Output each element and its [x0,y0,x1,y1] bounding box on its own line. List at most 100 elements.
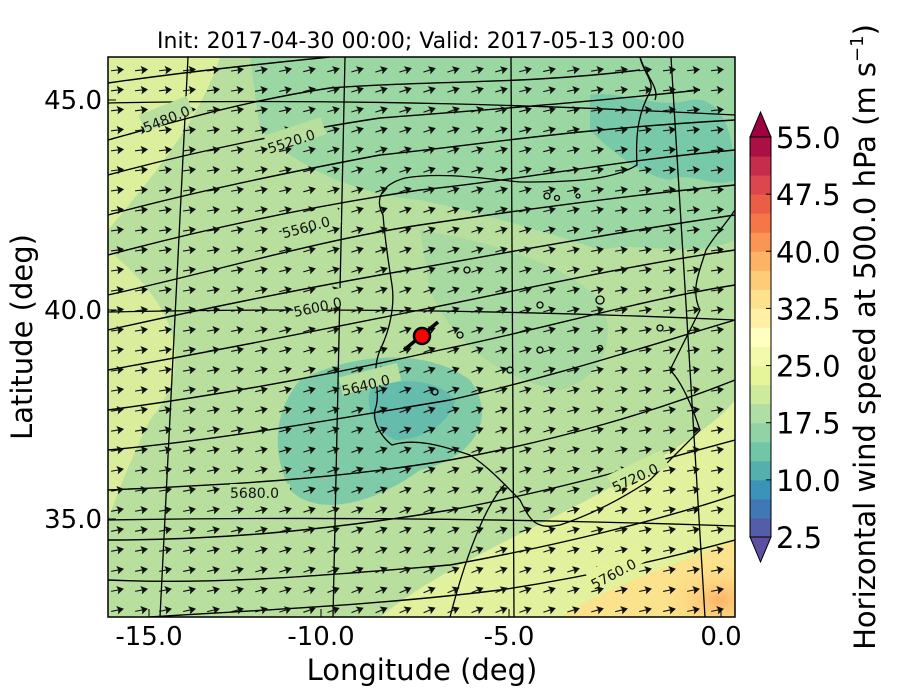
wind-arrow [303,426,316,435]
wind-arrow [399,306,412,315]
wind-arrow [638,145,653,155]
wind-arrow [711,486,724,495]
wind-arrow [639,586,652,595]
wind-arrow [375,406,388,415]
wind-arrow [639,305,652,315]
wind-arrow [543,546,556,555]
wind-arrow [567,526,580,535]
wind-arrow [519,426,532,435]
wind-arrow [351,606,364,615]
wind-arrow [182,125,197,135]
wind-arrow [495,526,508,535]
wind-arrow [375,326,388,335]
wind-arrow [471,466,484,475]
wind-arrow [375,346,388,355]
wind-arrow [471,246,484,255]
wind-arrow [495,366,508,375]
wind-arrow [447,486,460,495]
wind-arrow [639,245,652,255]
wind-arrow [591,166,604,175]
wind-arrow [471,126,484,135]
wind-arrow [543,106,556,115]
colorbar-bin [750,251,771,271]
wind-arrow [638,65,653,75]
wind-arrow [615,185,628,195]
wind-arrow [543,526,556,535]
wind-arrow [399,586,412,595]
wind-arrow [543,226,556,235]
wind-arrow [134,225,149,235]
wind-arrow [687,466,700,475]
wind-arrow [638,165,653,175]
wind-arrow [662,285,676,295]
wind-arrow [135,466,148,475]
wind-arrow [615,506,628,515]
wind-arrow [110,285,125,295]
wind-arrow [519,546,532,555]
wind-arrow [183,365,196,375]
wind-arrow [255,166,268,175]
x-tick-label: -10.0 [287,622,354,652]
wind-arrow [710,165,725,175]
wind-arrow [519,606,532,615]
wind-arrow [423,206,436,215]
wind-arrow [375,126,388,135]
wind-arrow [423,66,436,75]
wind-arrow [615,386,628,395]
wind-arrow [375,106,388,115]
wind-arrow [255,246,268,255]
wind-arrow [351,286,364,295]
wind-arrow [183,446,196,455]
wind-arrow [375,206,388,215]
wind-arrow [111,446,124,455]
wind-arrow [711,385,724,395]
wind-arrow [447,466,460,475]
wind-arrow [279,326,292,335]
wind-arrow [663,486,676,495]
wind-arrow [495,566,508,575]
wind-arrow [351,126,364,135]
colorbar: 2.5 10.0 17.5 25.0 32.5 40.0 47.5 55.0 Horizont… [749,24,882,650]
y-tick-label: 35.0 [44,505,102,535]
wind-arrow [159,385,172,395]
wind-arrow [255,386,268,395]
wind-arrow [471,386,484,395]
wind-arrow [447,546,460,555]
wind-arrow [327,606,340,615]
wind-arrow [495,266,508,275]
wind-arrow [399,546,412,555]
wind-arrow [255,446,268,455]
wind-arrow [183,426,196,435]
wind-arrow [183,305,196,315]
wind-arrow [135,365,148,375]
wind-arrow [279,386,292,395]
wind-arrow [687,445,700,455]
wind-arrow [375,586,388,595]
wind-arrow [207,406,220,415]
wind-arrow [495,146,508,155]
colorbar-bin [750,479,771,500]
wind-arrow [231,566,244,575]
wind-arrow [495,386,508,395]
wind-arrow [711,365,724,375]
wind-arrow [231,105,244,115]
wind-arrow [183,285,196,295]
wind-arrow [255,286,268,295]
wind-arrow [399,406,412,415]
wind-arrow [303,526,316,535]
wind-arrow [519,66,532,75]
colorbar-tick-label: 40.0 [776,235,841,269]
wind-arrow [231,206,244,215]
wind-arrow [543,466,556,475]
wind-arrow [327,306,340,315]
wind-arrow [567,266,580,275]
wind-arrow [135,586,148,595]
wind-arrow [543,566,556,575]
wind-arrow [519,446,532,455]
wind-arrow [399,386,412,395]
wind-arrow [399,266,412,275]
wind-arrow [519,286,532,295]
wind-arrow [255,266,268,275]
wind-arrow [591,346,604,355]
wind-arrow [471,286,484,295]
